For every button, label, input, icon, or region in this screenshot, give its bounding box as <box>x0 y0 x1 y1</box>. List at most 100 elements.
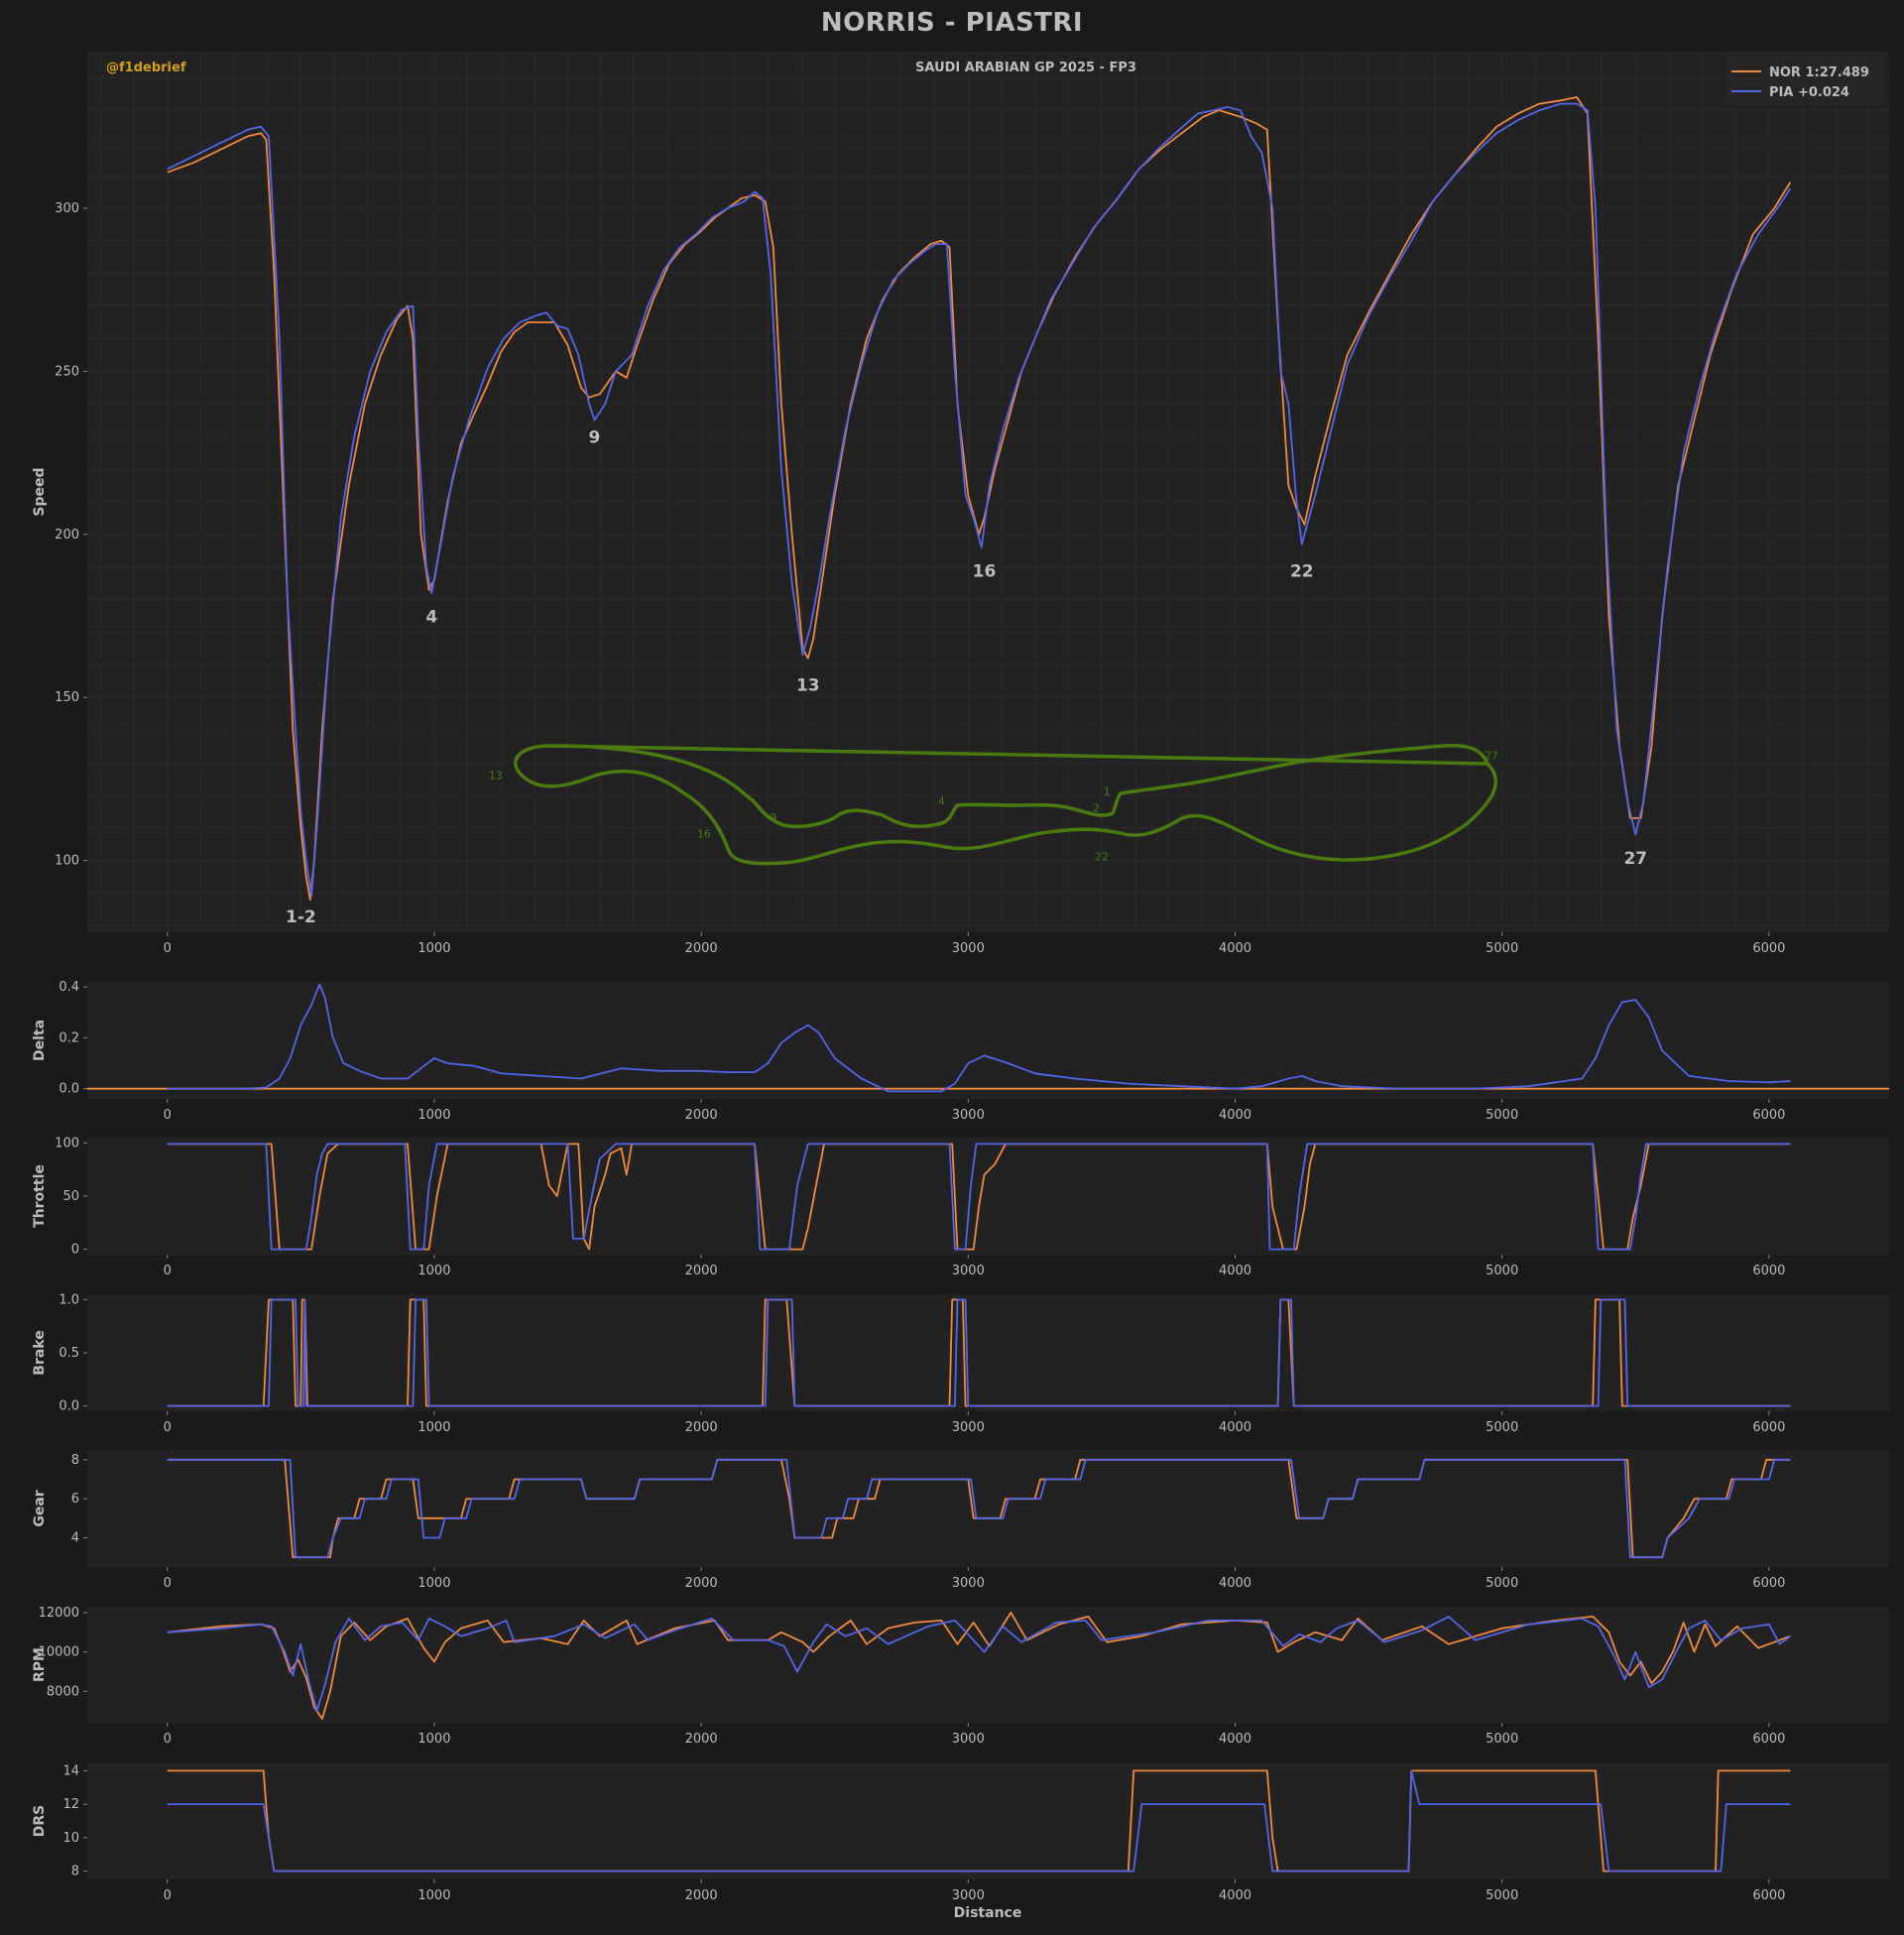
y-tick-label: 0.5 <box>59 1346 79 1361</box>
x-tick-label: 2000 <box>685 941 718 956</box>
legend: NOR 1:27.489 PIA +0.024 <box>1726 57 1884 104</box>
corner-annotation: 1-2 <box>286 907 316 927</box>
y-tick-label: 10000 <box>39 1645 79 1660</box>
x-tick-label: 1000 <box>417 1732 450 1747</box>
x-tick-label: 4000 <box>1219 1108 1251 1123</box>
speed-series-nor <box>167 96 1792 901</box>
track-corner-label: 22 <box>1095 851 1109 864</box>
x-tick-label: 4000 <box>1219 1420 1251 1435</box>
y-tick-label: 12000 <box>39 1606 79 1621</box>
corner-annotation: 16 <box>973 562 997 582</box>
throttle-plot-area <box>87 1138 1889 1255</box>
y-tick-label: 8000 <box>47 1684 79 1699</box>
speed-ylabel: Speed <box>32 467 48 516</box>
y-tick-label: 12 <box>62 1797 79 1812</box>
legend-box <box>1726 57 1884 104</box>
x-tick-label: 0 <box>164 1420 172 1435</box>
x-tick-label: 3000 <box>952 1888 985 1903</box>
throttle-series-pia <box>167 1143 1791 1251</box>
y-tick-label: 300 <box>55 201 79 216</box>
x-tick-label: 5000 <box>1486 1576 1518 1591</box>
x-tick-label: 3000 <box>952 941 985 956</box>
rpm-ylabel: RPM <box>32 1647 48 1682</box>
y-tick-label: 1.0 <box>59 1292 79 1307</box>
x-tick-label: 4000 <box>1219 1732 1251 1747</box>
corner-annotation: 22 <box>1290 562 1314 582</box>
x-tick-label: 5000 <box>1486 1420 1518 1435</box>
x-tick-label: 3000 <box>952 1576 985 1591</box>
x-tick-label: 6000 <box>1752 1264 1785 1278</box>
track-corner-label: 4 <box>938 795 945 808</box>
x-tick-label: 5000 <box>1486 1888 1518 1903</box>
y-tick-label: 8 <box>71 1453 79 1468</box>
x-tick-label: 1000 <box>417 1108 450 1123</box>
drs-plot-area <box>87 1762 1889 1879</box>
y-tick-label: 250 <box>55 364 79 379</box>
x-tick-label: 2000 <box>685 1264 718 1278</box>
track-corner-label: 13 <box>489 769 503 782</box>
x-tick-label: 6000 <box>1752 1108 1785 1123</box>
x-tick-label: 2000 <box>685 1732 718 1747</box>
x-tick-label: 1000 <box>417 1888 450 1903</box>
legend-label-pia: PIA +0.024 <box>1769 85 1849 100</box>
delta-series-pia <box>167 983 1791 1093</box>
corner-annotation: 13 <box>796 676 820 696</box>
y-tick-label: 0.2 <box>59 1030 79 1045</box>
x-tick-label: 2000 <box>685 1576 718 1591</box>
drs-ylabel: DRS <box>32 1805 48 1837</box>
x-tick-label: 3000 <box>952 1420 985 1435</box>
x-tick-label: 1000 <box>417 1420 450 1435</box>
x-tick-label: 1000 <box>417 941 450 956</box>
x-tick-label: 4000 <box>1219 1264 1251 1278</box>
gear-panel: 0 1000 2000 3000 4000 5000 6000 4 6 8 Gear <box>32 1450 1889 1591</box>
throttle-panel: 0 1000 2000 3000 4000 5000 6000 0 50 100 Throttle <box>32 1136 1889 1278</box>
watermark-handle: @f1debrief <box>106 60 186 75</box>
y-tick-label: 8 <box>71 1865 79 1879</box>
y-tick-label: 50 <box>62 1189 79 1204</box>
speed-series-pia <box>167 102 1792 898</box>
delta-plot-area <box>87 982 1889 1099</box>
y-tick-label: 100 <box>55 854 79 869</box>
rpm-panel: 0 1000 2000 3000 4000 5000 6000 8000 10000 12000 R… <box>32 1606 1889 1747</box>
gear-ylabel: Gear <box>32 1490 48 1526</box>
speed-panel: 0 1000 2000 3000 4000 5000 6000 100 150 200 250 300… <box>32 52 1889 956</box>
x-tick-label: 3000 <box>952 1264 985 1278</box>
y-tick-label: 150 <box>55 690 79 705</box>
x-tick-label: 6000 <box>1752 1888 1785 1903</box>
x-tick-label: 1000 <box>417 1264 450 1278</box>
drs-series-pia <box>167 1769 1791 1873</box>
y-tick-label: 0.0 <box>59 1399 79 1414</box>
y-tick-label: 6 <box>71 1492 79 1507</box>
x-tick-label: 5000 <box>1486 1732 1518 1747</box>
corner-annotation: 4 <box>425 608 437 628</box>
track-corner-label: 16 <box>697 828 711 841</box>
y-tick-label: 14 <box>62 1763 79 1778</box>
x-tick-label: 6000 <box>1752 1732 1785 1747</box>
y-tick-label: 0 <box>71 1243 79 1258</box>
brake-ylabel: Brake <box>32 1330 48 1375</box>
x-tick-label: 5000 <box>1486 941 1518 956</box>
brake-panel: 0 1000 2000 3000 4000 5000 6000 0.0 0.5 1.0 Brake <box>32 1292 1889 1435</box>
track-corner-label: 1 <box>1104 786 1111 798</box>
x-tick-label: 2000 <box>685 1420 718 1435</box>
chart-subtitle: SAUDI ARABIAN GP 2025 - FP3 <box>915 60 1136 75</box>
x-tick-label: 0 <box>164 1732 172 1747</box>
x-tick-label: 3000 <box>952 1732 985 1747</box>
x-tick-label: 6000 <box>1752 941 1785 956</box>
delta-ylabel: Delta <box>32 1020 48 1061</box>
x-tick-label: 4000 <box>1219 941 1251 956</box>
brake-plot-area <box>87 1294 1889 1411</box>
x-tick-label: 5000 <box>1486 1108 1518 1123</box>
gear-series-pia <box>167 1458 1791 1559</box>
x-tick-label: 1000 <box>417 1576 450 1591</box>
delta-panel: 0 1000 2000 3000 4000 5000 6000 0.0 0.2 0.4 Delta <box>32 980 1889 1123</box>
drs-panel: 0 1000 2000 3000 4000 5000 6000 8 10 12 14 DRS <box>32 1762 1889 1903</box>
x-tick-label: 0 <box>164 941 172 956</box>
corner-annotation: 9 <box>589 428 601 448</box>
brake-series-pia <box>167 1298 1791 1407</box>
x-tick-label: 5000 <box>1486 1264 1518 1278</box>
x-tick-label: 0 <box>164 1888 172 1903</box>
x-tick-label: 0 <box>164 1108 172 1123</box>
